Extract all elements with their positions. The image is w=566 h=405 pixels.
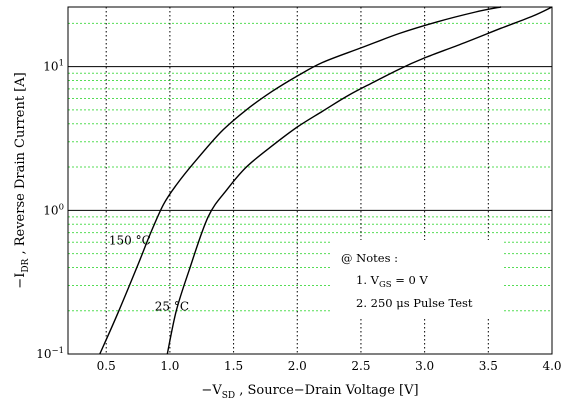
y-axis-title-sub: DR	[21, 258, 31, 272]
x-axis-title-sub: SD	[222, 391, 235, 401]
series-line-0	[99, 6, 502, 355]
x-tick-label: 2.5	[351, 359, 370, 373]
x-tick-label: 1.0	[160, 359, 179, 373]
grid-minor	[68, 22, 552, 312]
x-tick-label: 0.5	[97, 359, 116, 373]
x-axis-title: −VSD , Source−Drain Voltage [V]	[201, 383, 418, 401]
notes-box: @ Notes : 1. VGS = 0 V 2. 250 μs Pulse T…	[332, 240, 502, 318]
x-tick-label: 1.5	[224, 359, 243, 373]
y-tick-label: 100	[43, 202, 64, 217]
plot-frame	[67, 6, 553, 355]
x-tick-labels: 0.5 1.0 1.5 2.0 2.5 3.0 3.5 4.0	[97, 359, 562, 373]
grid-major	[68, 66, 552, 211]
series-line-1	[166, 6, 553, 355]
note-1: 1. VGS = 0 V	[356, 273, 428, 290]
series-layer	[99, 6, 553, 355]
note-1-pre: 1. V	[356, 273, 380, 287]
x-tick-label: 4.0	[542, 359, 561, 373]
x-axis-title-prefix: −V	[201, 383, 222, 398]
series-label-150c: 150 °C	[109, 233, 151, 247]
y-tick-label: 10−1	[36, 346, 64, 361]
x-tick-label: 2.0	[288, 359, 307, 373]
notes-title: @ Notes :	[341, 251, 398, 265]
y-axis-title-rest: , Reverse Drain Current [A]	[13, 72, 28, 258]
x-axis-title-rest: , Source−Drain Voltage [V]	[235, 383, 418, 398]
x-tick-label: 3.0	[415, 359, 434, 373]
note-2: 2. 250 μs Pulse Test	[356, 296, 473, 310]
x-tick-label: 3.5	[479, 359, 498, 373]
note-1-post: = 0 V	[392, 273, 429, 287]
series-label-25c: 25 °C	[155, 300, 189, 314]
y-axis-title: −IDR , Reverse Drain Current [A]	[13, 72, 31, 288]
y-tick-labels: 10−1 100 101	[36, 59, 64, 361]
y-tick-label: 101	[43, 59, 64, 74]
y-axis-title-prefix: −I	[13, 273, 28, 289]
note-1-sub: GS	[379, 280, 392, 290]
